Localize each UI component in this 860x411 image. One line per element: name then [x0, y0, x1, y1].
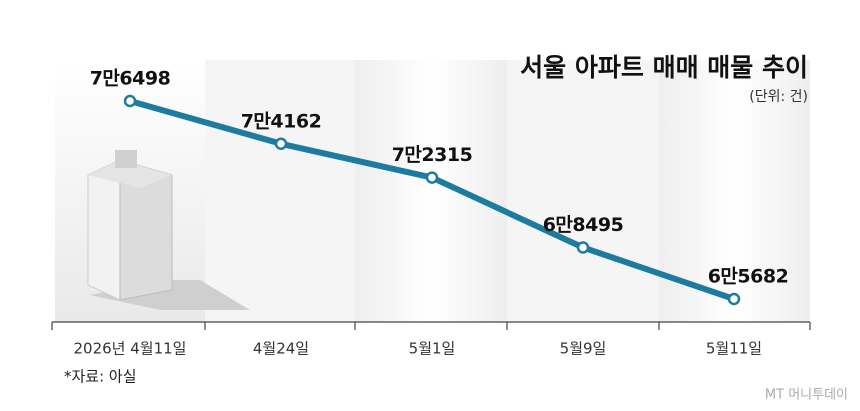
building-illustration	[87, 150, 250, 310]
data-label: 7만4162	[241, 110, 322, 132]
data-point	[576, 241, 590, 254]
data-label: 7만6498	[90, 68, 171, 90]
category-dividers	[51, 322, 811, 330]
data-point	[727, 292, 741, 306]
source-note: *자료: 아실	[64, 368, 137, 386]
data-label: 7만2315	[392, 144, 473, 166]
x-tick-label: 5월1일	[409, 340, 456, 358]
x-tick-label: 5월11일	[706, 340, 762, 358]
data-point	[123, 94, 137, 108]
data-point	[425, 171, 439, 184]
data-label: 6만5682	[708, 266, 789, 288]
chart-subtitle: (단위: 건)	[749, 89, 808, 105]
x-tick-label: 2026년 4월11일	[74, 340, 187, 358]
watermark: MT 머니투데이	[765, 388, 848, 403]
x-tick-label: 5월9일	[560, 340, 607, 358]
x-tick-label: 4월24일	[253, 340, 309, 358]
data-point	[274, 137, 288, 151]
chart-title: 서울 아파트 매매 매물 추이	[520, 53, 808, 82]
data-label: 6만8495	[543, 214, 624, 236]
background-bands	[55, 60, 810, 322]
